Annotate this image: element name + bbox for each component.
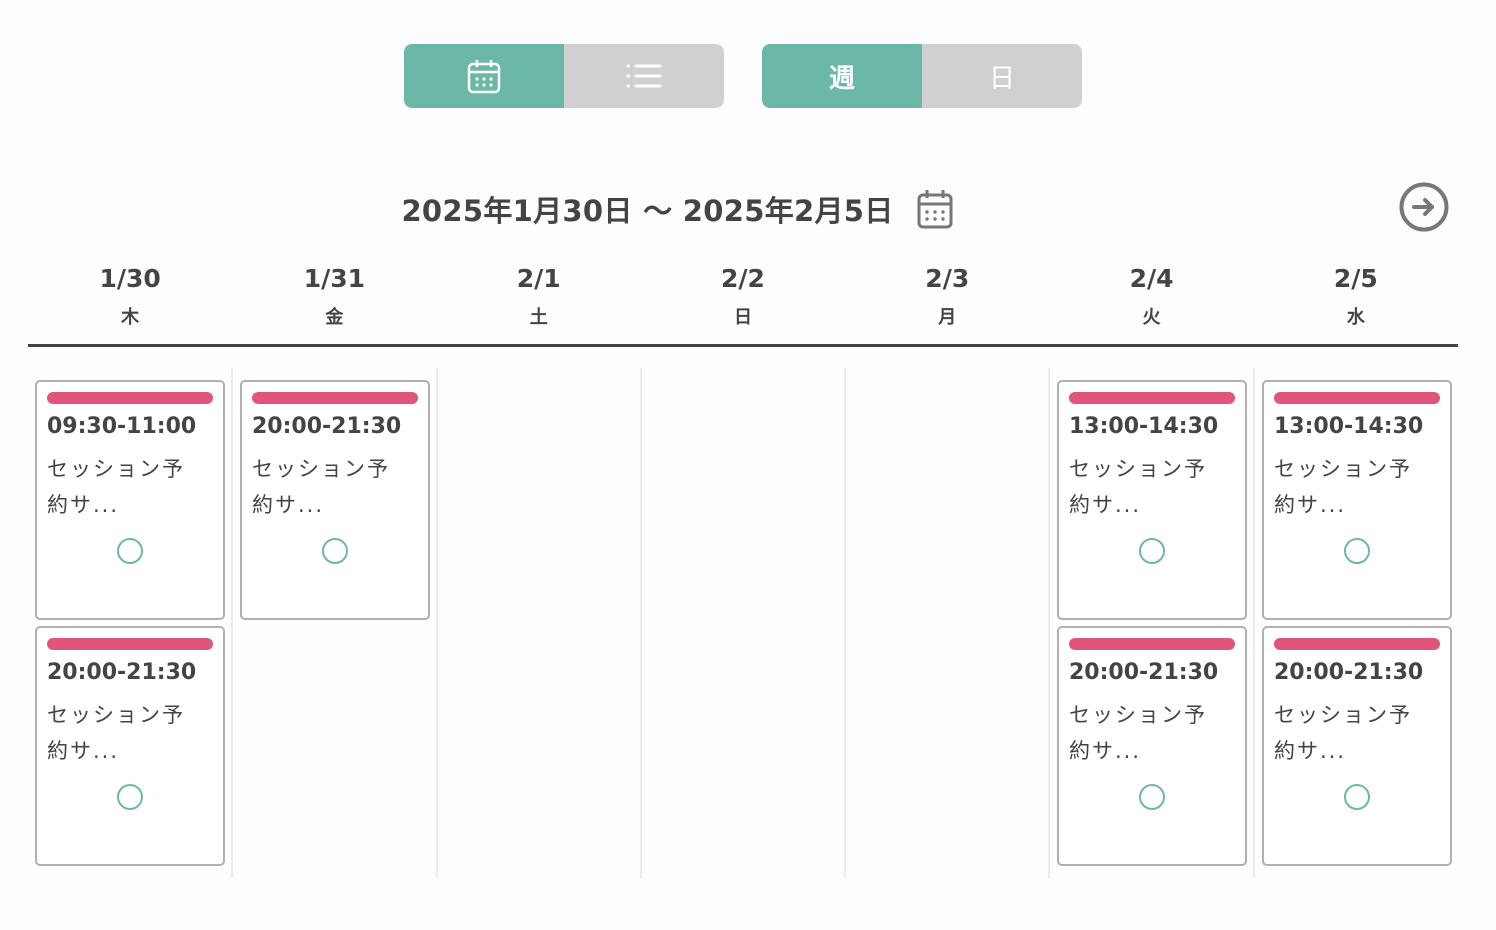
event-time: 20:00-21:30 [47, 660, 197, 685]
day-header[interactable]: 1/31 金 [232, 260, 436, 344]
available-circle-icon [117, 538, 143, 564]
event-time: 20:00-21:30 [252, 414, 402, 439]
event-color-bar [1069, 638, 1235, 650]
day-column [846, 368, 1050, 878]
event-name: セッション予約サ... [1274, 457, 1412, 517]
day-header[interactable]: 2/5 水 [1254, 260, 1458, 344]
event-color-bar [1069, 392, 1235, 404]
date-range-title: 2025年1月30日 〜 2025年2月5日 [401, 194, 894, 228]
day-column: 13:00-14:30 セッション予約サ... 20:00-21:30 セッション予約… [1255, 368, 1458, 878]
available-circle-icon [322, 538, 348, 564]
available-circle-icon [1139, 784, 1165, 810]
event-color-bar [47, 638, 213, 650]
view-toggle [404, 44, 724, 108]
event-time: 09:30-11:00 [47, 414, 197, 439]
day-date: 2/1 [516, 264, 561, 293]
day-column: 20:00-21:30 セッション予約サ... [233, 368, 438, 878]
day-weekday: 日 [733, 307, 752, 328]
event-name: セッション予約サ... [47, 703, 185, 763]
day-weekday: 土 [529, 307, 548, 328]
event-time: 20:00-21:30 [1069, 660, 1219, 685]
calendar-picker-icon[interactable] [916, 188, 954, 230]
day-weekday: 水 [1346, 307, 1365, 328]
event-card[interactable]: 20:00-21:30 セッション予約サ... [240, 380, 430, 620]
available-circle-icon [1139, 538, 1165, 564]
day-column [642, 368, 846, 878]
event-name: セッション予約サ... [1069, 457, 1207, 517]
event-color-bar [1274, 638, 1440, 650]
event-card[interactable]: 20:00-21:30 セッション予約サ... [1262, 626, 1452, 866]
day-weekday: 火 [1142, 307, 1161, 328]
event-color-bar [47, 392, 213, 404]
event-name: セッション予約サ... [252, 457, 390, 517]
event-card[interactable]: 20:00-21:30 セッション予約サ... [35, 626, 225, 866]
event-time: 13:00-14:30 [1274, 414, 1424, 439]
day-button[interactable]: 日 [922, 44, 1082, 108]
day-weekday: 金 [325, 307, 344, 328]
range-toggle: 週 日 [762, 44, 1082, 108]
event-time: 13:00-14:30 [1069, 414, 1219, 439]
day-header[interactable]: 1/30 木 [28, 260, 232, 344]
calendar-view-button[interactable] [404, 44, 564, 108]
event-name: セッション予約サ... [1069, 703, 1207, 763]
day-weekday: 月 [938, 307, 957, 328]
day-header[interactable]: 2/3 月 [845, 260, 1049, 344]
day-header-row: 1/30 木 1/31 金 2/1 土 2/2 日 2/3 月 2/4 火 2/5 水 [28, 260, 1458, 347]
day-weekday: 木 [121, 307, 140, 328]
day-header[interactable]: 2/4 火 [1049, 260, 1253, 344]
week-grid: 09:30-11:00 セッション予約サ... 20:00-21:30 セッション予約… [28, 368, 1458, 878]
day-header[interactable]: 2/2 日 [641, 260, 845, 344]
available-circle-icon [1344, 538, 1370, 564]
event-card[interactable]: 13:00-14:30 セッション予約サ... [1057, 380, 1247, 620]
week-button[interactable]: 週 [762, 44, 922, 108]
event-name: セッション予約サ... [1274, 703, 1412, 763]
day-column: 13:00-14:30 セッション予約サ... 20:00-21:30 セッション予約… [1050, 368, 1255, 878]
day-date: 1/31 [303, 264, 366, 293]
event-card[interactable]: 20:00-21:30 セッション予約サ... [1057, 626, 1247, 866]
day-date: 1/30 [99, 264, 161, 293]
day-header[interactable]: 2/1 土 [437, 260, 641, 344]
list-icon [626, 64, 662, 88]
date-range-header: 2025年1月30日 〜 2025年2月5日 [0, 188, 1355, 230]
day-date: 2/3 [925, 264, 970, 293]
event-color-bar [252, 392, 418, 404]
calendar-icon [467, 60, 501, 94]
list-view-button[interactable] [564, 44, 724, 108]
event-time: 20:00-21:30 [1274, 660, 1424, 685]
event-card[interactable]: 13:00-14:30 セッション予約サ... [1262, 380, 1452, 620]
event-color-bar [1274, 392, 1440, 404]
available-circle-icon [117, 784, 143, 810]
day-date: 2/4 [1129, 264, 1174, 293]
day-column [438, 368, 642, 878]
day-date: 2/2 [721, 264, 765, 293]
available-circle-icon [1344, 784, 1370, 810]
next-week-arrow-icon[interactable] [1399, 182, 1449, 232]
day-column: 09:30-11:00 セッション予約サ... 20:00-21:30 セッション予約… [28, 368, 233, 878]
event-card[interactable]: 09:30-11:00 セッション予約サ... [35, 380, 225, 620]
day-date: 2/5 [1333, 264, 1378, 293]
event-name: セッション予約サ... [47, 457, 185, 517]
